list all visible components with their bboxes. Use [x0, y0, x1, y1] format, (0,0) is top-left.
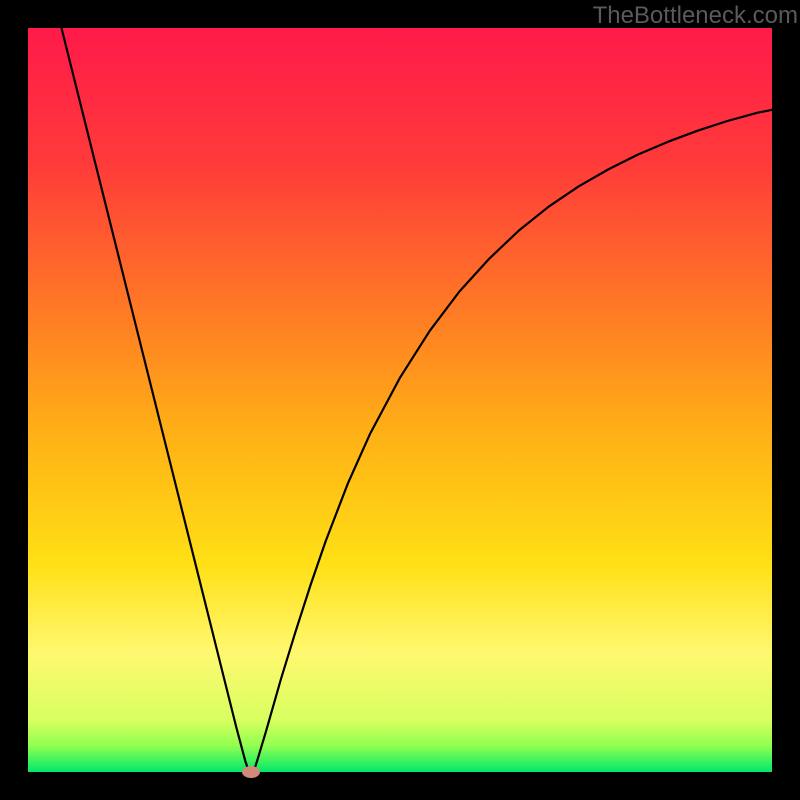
minimum-marker [242, 766, 260, 778]
chart-svg [0, 0, 800, 800]
bottleneck-curve [61, 28, 772, 772]
